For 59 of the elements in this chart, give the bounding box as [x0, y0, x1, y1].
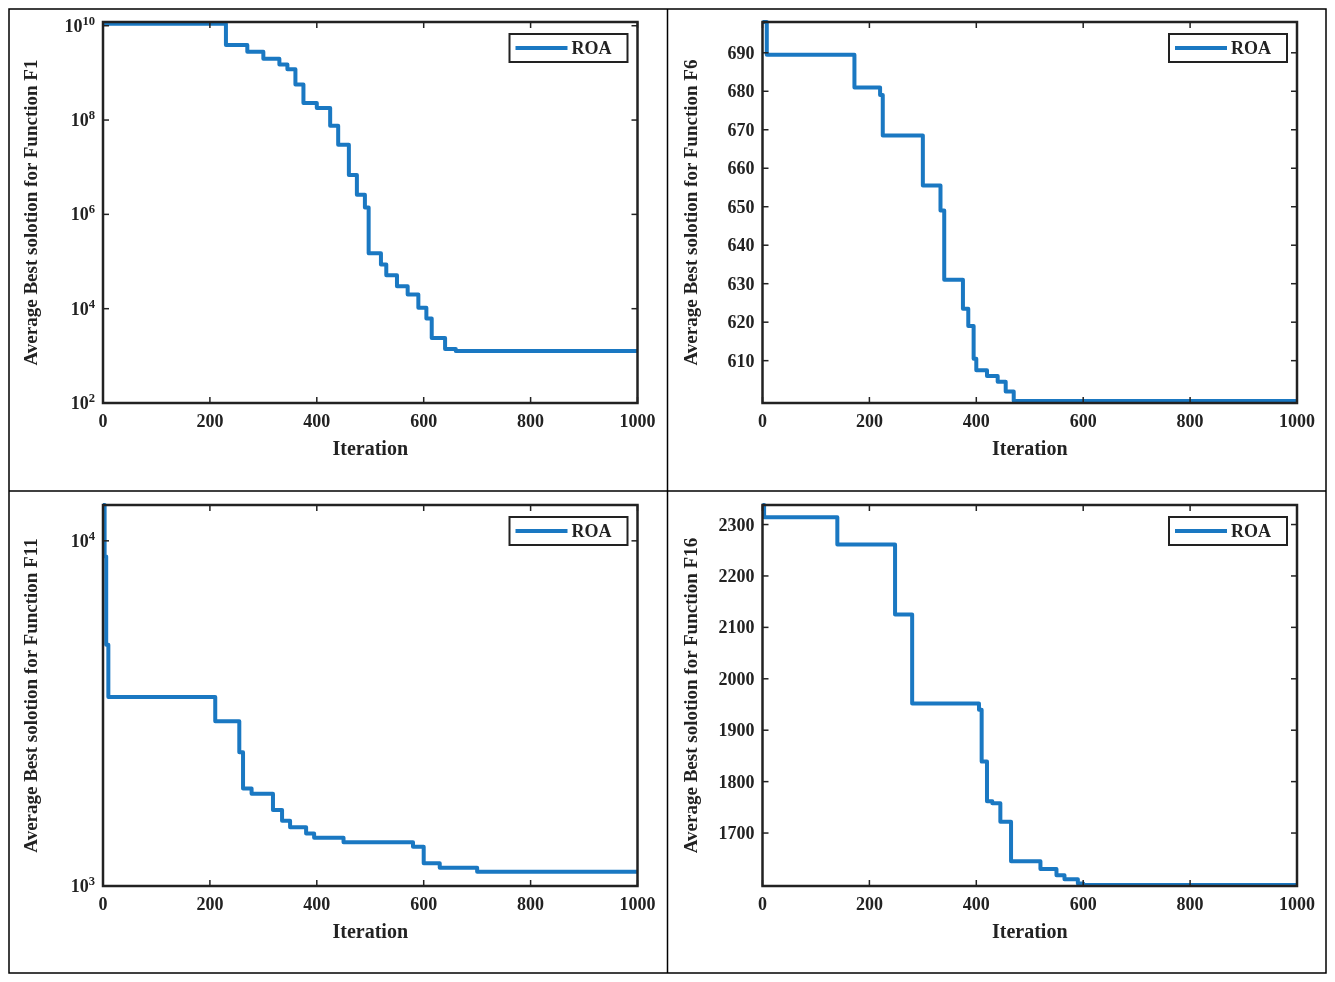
legend-label: ROA [571, 521, 612, 541]
x-tick-label: 1000 [1279, 411, 1315, 431]
y-tick-label: 10$^{6}$ [70, 202, 95, 225]
y-tick-label: 2100 [718, 617, 755, 638]
y-tick-label: 10$^{10}$ [64, 13, 95, 36]
legend-label: ROA [1231, 38, 1271, 58]
y-tick-label: 660 [727, 158, 755, 179]
y-tick-label: 1900 [718, 720, 755, 741]
x-axis-title: Iteration [991, 920, 1068, 942]
y-tick-label: 1800 [718, 771, 755, 792]
x-tick-label: 0 [98, 411, 108, 431]
y-axis-title: Average Best solotion for Function F6 [679, 59, 701, 366]
x-tick-label: 800 [1176, 894, 1204, 914]
x-tick-label: 0 [98, 894, 108, 914]
y-tick-label: 10$^{2}$ [70, 391, 95, 413]
y-tick-label: 690 [727, 42, 755, 63]
x-axis-title: Iteration [991, 437, 1068, 459]
x-tick-label: 0 [758, 894, 767, 914]
x-tick-label: 0 [758, 411, 767, 431]
x-tick-label: 400 [962, 894, 990, 914]
x-tick-label: 1000 [619, 894, 656, 914]
x-tick-label: 1000 [619, 411, 656, 431]
x-tick-label: 600 [1069, 894, 1097, 914]
x-tick-label: 400 [303, 411, 331, 431]
x-tick-label: 200 [855, 894, 883, 914]
legend-label: ROA [571, 38, 612, 58]
x-tick-label: 800 [517, 894, 545, 914]
x-tick-label: 600 [410, 894, 438, 914]
y-tick-label: 2300 [718, 514, 755, 535]
x-tick-label: 600 [1069, 411, 1097, 431]
legend-label: ROA [1231, 521, 1271, 541]
y-tick-label: 2200 [718, 565, 755, 586]
x-tick-label: 200 [196, 411, 224, 431]
y-axis-title: Average Best solotion for Function F11 [20, 538, 41, 853]
y-tick-label: 620 [727, 312, 755, 333]
y-tick-label: 650 [727, 196, 755, 217]
x-tick-label: 800 [1176, 411, 1204, 431]
x-tick-label: 600 [410, 411, 438, 431]
y-tick-label: 10$^{4}$ [70, 528, 96, 551]
y-axis-title: Average Best solotion for Function F1 [20, 59, 41, 366]
y-tick-label: 10$^{3}$ [70, 874, 95, 896]
x-tick-label: 200 [855, 411, 883, 431]
x-axis-title: Iteration [332, 920, 409, 942]
y-tick-label: 680 [727, 81, 755, 102]
y-tick-label: 10$^{4}$ [70, 296, 96, 319]
y-tick-label: 10$^{8}$ [70, 108, 95, 131]
x-axis-title: Iteration [332, 437, 409, 459]
y-tick-label: 630 [727, 273, 755, 294]
y-tick-label: 610 [727, 350, 755, 371]
y-tick-label: 1700 [718, 823, 755, 844]
y-axis-title: Average Best solotion for Function F16 [679, 537, 701, 854]
y-tick-label: 640 [727, 235, 755, 256]
y-tick-label: 2000 [718, 668, 755, 689]
x-tick-label: 400 [962, 411, 990, 431]
x-tick-label: 1000 [1279, 894, 1315, 914]
y-tick-label: 670 [727, 119, 755, 140]
x-tick-label: 400 [303, 894, 331, 914]
x-tick-label: 200 [196, 894, 224, 914]
x-tick-label: 800 [517, 411, 545, 431]
